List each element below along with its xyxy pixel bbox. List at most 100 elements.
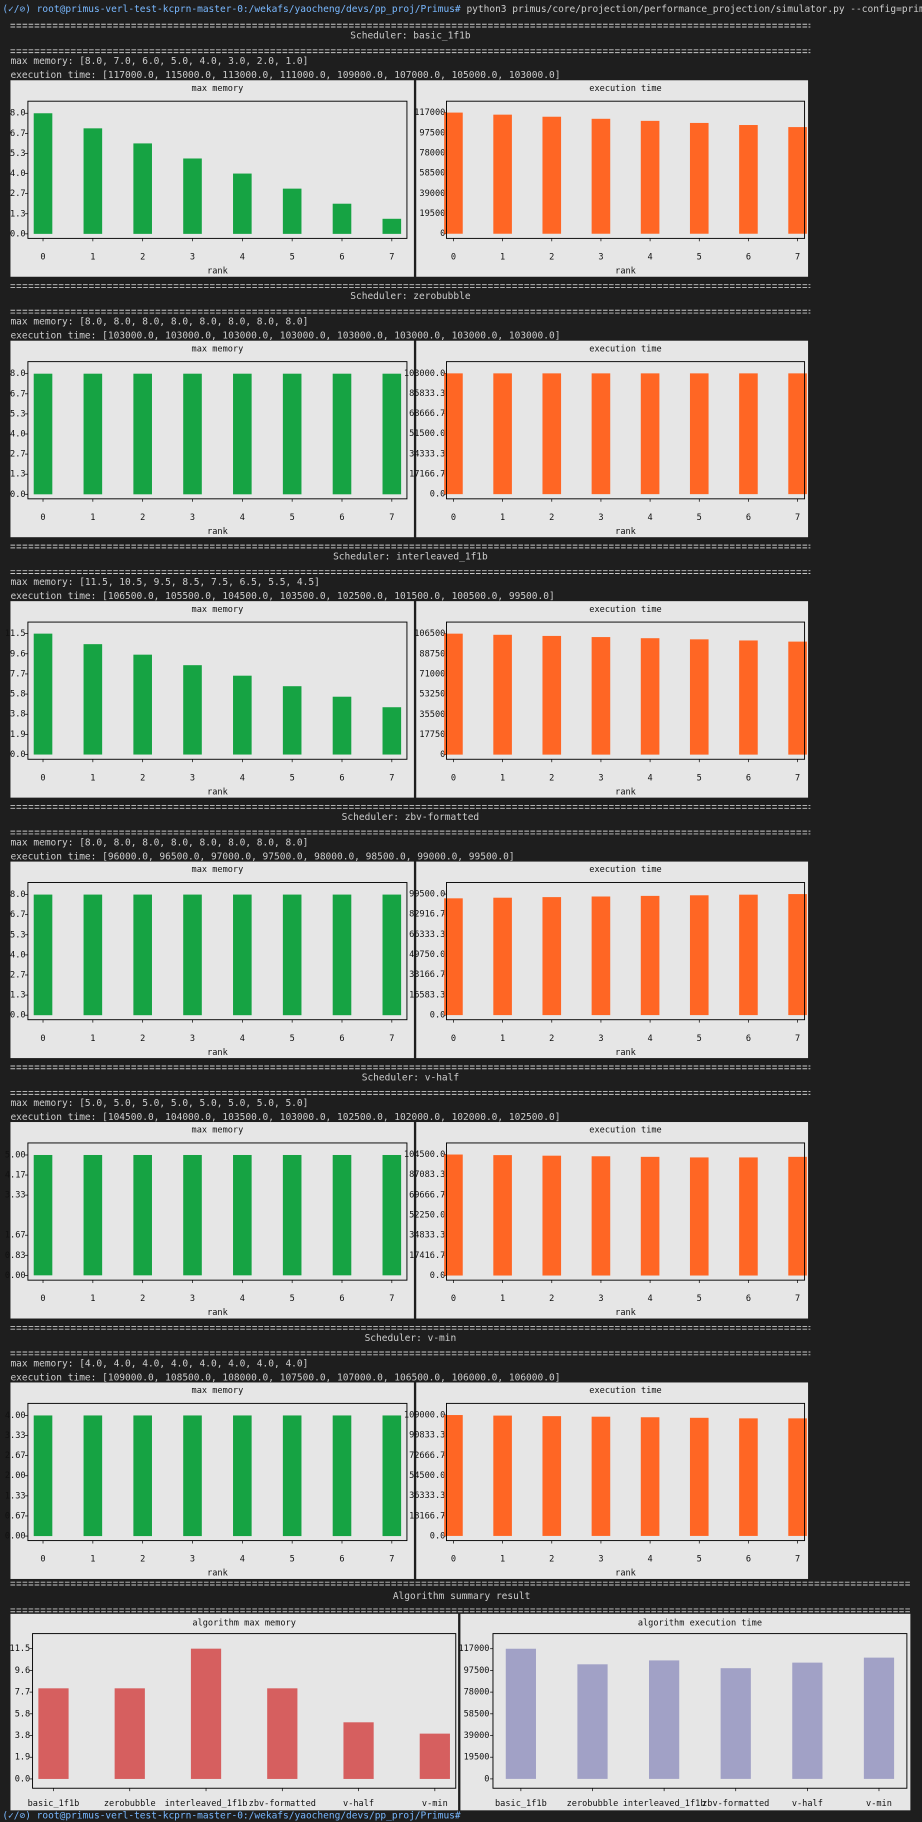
x-tick-label: 0 [451,1555,456,1565]
y-tick-label: 11.5 [5,629,26,639]
max-memory-line: max memory: [4.0, 4.0, 4.0, 4.0, 4.0, 4.… [10,1358,308,1369]
x-tick-label: 3 [598,513,603,523]
x-tick-label: 4 [240,252,245,262]
bar [183,1154,202,1276]
plot-frame [446,1142,806,1281]
x-tick-label: 4 [240,1294,245,1304]
bar [493,373,512,495]
x-tick-label: 7 [389,252,394,262]
x-axis-label: rank [615,266,637,276]
bar [591,896,611,1016]
y-tick-label: 34333.3 [409,449,445,459]
y-tick-label: 68666.7 [409,409,445,419]
y-tick-label: 0.0 [10,490,26,500]
plot-frame [27,100,408,239]
bar [542,1416,562,1536]
x-tick-label: 4 [648,1034,653,1044]
plot-title: execution time [589,1386,661,1396]
bar [591,1156,611,1276]
plot-frame [446,1402,806,1542]
x-tick-label: zbv-formatted [702,1799,769,1809]
y-tick-label: 109000.0 [404,1411,445,1421]
x-tick-label: 6 [746,252,751,262]
y-tick-label: 69666.7 [409,1190,445,1200]
y-tick-label: 5.00 [5,1150,26,1160]
y-tick-label: 34833.3 [409,1231,445,1241]
y-tick-label: 17416.7 [409,1251,445,1261]
x-tick-label: 2 [549,513,554,523]
x-tick-label: 0 [40,513,45,523]
plot-panel [10,861,414,1059]
x-tick-label: 0 [40,252,45,262]
bar [493,114,512,234]
x-tick-label: 6 [746,773,751,783]
bar [689,639,709,755]
bar [591,637,611,755]
bar [83,373,103,495]
section-header: Scheduler: interleaved_1f1b [333,551,488,562]
x-tick-label: 7 [389,513,394,523]
y-tick-label: 88750 [419,649,445,659]
x-tick-label: 1 [500,773,505,783]
plot-frame [27,882,408,1021]
y-tick-label: 0.0 [430,1011,446,1021]
bar [183,894,202,1016]
section-header: Scheduler: zbv-formatted [342,812,480,823]
y-tick-label: 51500.0 [409,429,445,439]
y-tick-label: 103000.0 [404,369,445,379]
max-memory-line: max memory: [11.5, 10.5, 9.5, 8.5, 7.5, … [10,577,319,588]
plot-title: max memory [192,1126,244,1136]
y-tick-label: 36333.3 [409,1491,445,1501]
x-tick-label: 1 [90,1555,95,1565]
bar [591,373,611,495]
x-tick-label: 0 [451,1034,456,1044]
x-axis-label: rank [207,1048,229,1058]
x-tick-label: 2 [140,773,145,783]
y-tick-label: 117000 [458,1644,489,1654]
bar [640,1156,660,1276]
y-tick-label: 1.9 [10,730,26,740]
x-tick-label: 5 [697,513,702,523]
bar [332,1154,352,1276]
execution-time-line: execution time: [109000.0, 108500.0, 108… [10,1372,560,1383]
y-tick-label: 72666.7 [409,1451,445,1461]
y-tick-label: 2.7 [10,970,26,980]
x-tick-label: v-half [343,1799,374,1809]
plot-frame [492,1633,908,1789]
y-tick-label: 7.7 [15,1688,31,1698]
bar [788,127,807,234]
y-tick-label: 9.6 [15,1666,31,1676]
plot-title: max memory [192,865,244,875]
bar [83,128,103,234]
plot-title: max memory [192,605,244,615]
bar [788,373,807,495]
y-tick-label: 5.3 [10,409,26,419]
x-axis-label: rank [615,1569,637,1579]
bar [332,894,352,1016]
execution-time-line: execution time: [117000.0, 115000.0, 113… [10,70,560,81]
bar [33,633,53,755]
x-axis-label: rank [615,527,637,537]
y-tick-label: 17166.7 [409,470,445,480]
bar [33,1154,53,1276]
x-tick-label: 1 [90,513,95,523]
bar [33,1415,53,1537]
y-tick-label: 106500 [414,629,445,639]
y-tick-label: 49750.0 [409,950,445,960]
y-tick-label: 11.5 [10,1644,31,1654]
x-tick-label: 1 [500,1034,505,1044]
bar [83,644,103,755]
bar [739,1157,758,1276]
x-tick-label: 2 [140,1294,145,1304]
x-tick-label: 7 [795,1034,800,1044]
bar [133,1154,152,1276]
bar [788,1418,807,1536]
max-memory-line: max memory: [8.0, 8.0, 8.0, 8.0, 8.0, 8.… [10,317,308,328]
bar [493,1415,512,1536]
y-tick-label: 17750 [419,730,445,740]
plot-title: execution time [589,344,661,354]
x-tick-label: 6 [746,513,751,523]
bar [133,143,152,234]
bar [863,1657,895,1779]
